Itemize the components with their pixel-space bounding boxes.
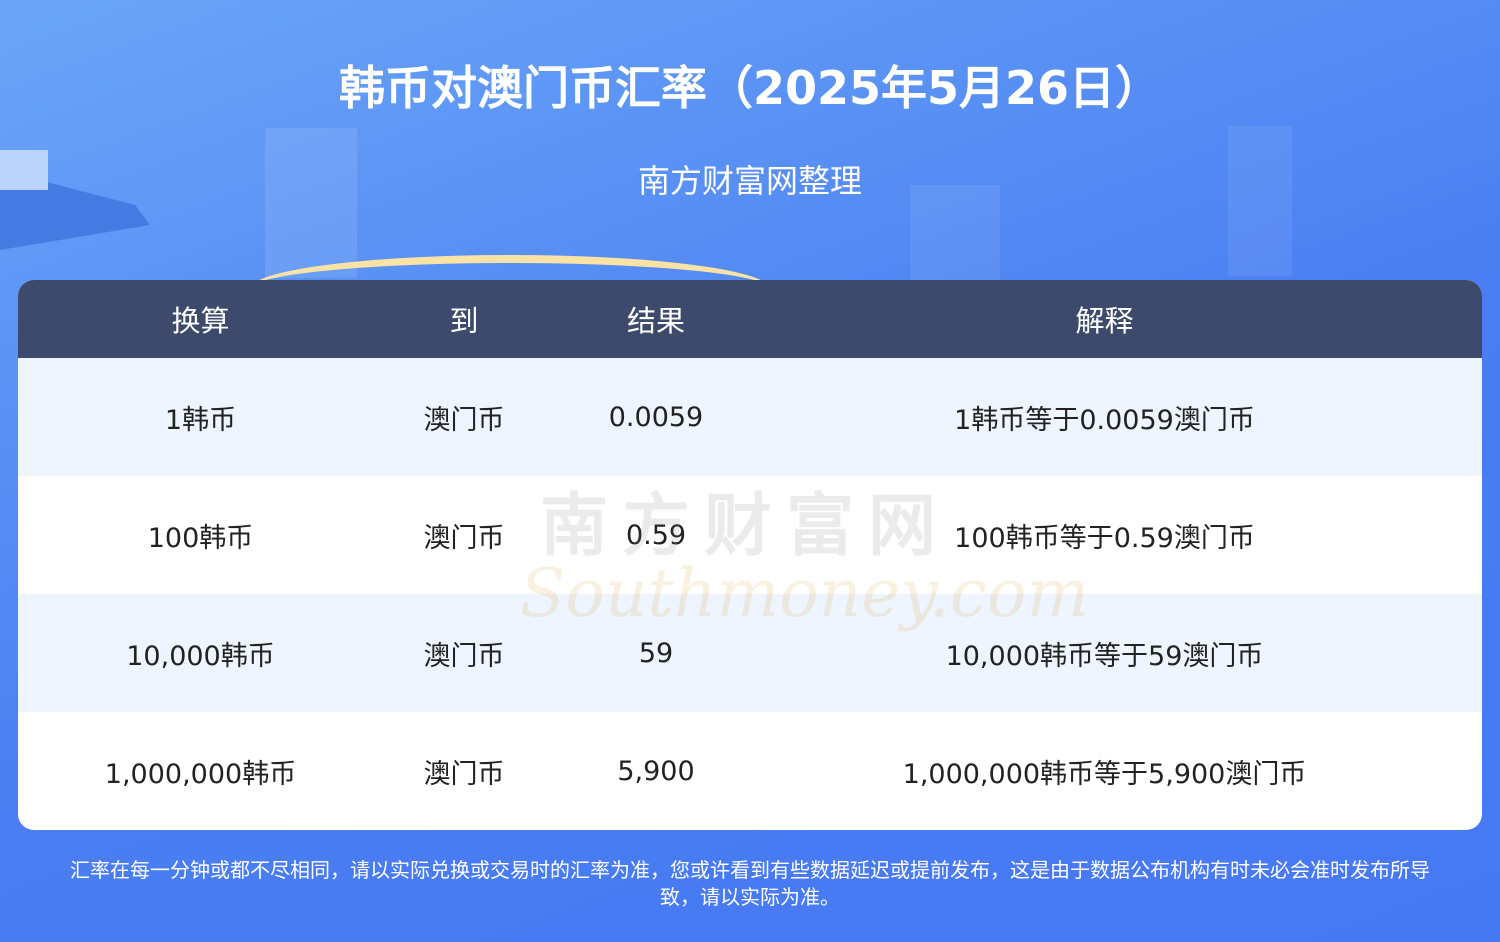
cell-explanation: 10,000韩币等于59澳门币 <box>945 640 1264 672</box>
cell-target: 澳门币 <box>423 758 505 790</box>
disclaimer-line: 汇率在每一分钟或都不尽相同，请以实际兑换或交易时的汇率为准，您或许看到有些数据延… <box>70 858 1430 882</box>
table-row: 100韩币 澳门币 0.59 100韩币等于0.59澳门币 <box>18 476 1482 594</box>
decor-arc <box>250 255 770 323</box>
table-row: 10,000韩币 澳门币 59 10,000韩币等于59澳门币 <box>18 594 1482 712</box>
column-header: 到 <box>449 304 479 338</box>
disclaimer-line: 致，请以实际为准。 <box>660 885 840 909</box>
column-header: 解释 <box>1075 304 1134 338</box>
decor-panel <box>265 128 357 278</box>
disclaimer: 汇率在每一分钟或都不尽相同，请以实际兑换或交易时的汇率为准，您或许看到有些数据延… <box>0 857 1500 911</box>
cell-amount: 1韩币 <box>164 404 237 436</box>
cell-result: 5,900 <box>617 755 695 787</box>
cell-target: 澳门币 <box>423 404 505 436</box>
cell-explanation: 100韩币等于0.59澳门币 <box>954 522 1255 554</box>
cell-result: 0.0059 <box>608 401 704 433</box>
page-title: 韩币对澳门币汇率（2025年5月26日） <box>338 61 1162 115</box>
cell-explanation: 1,000,000韩币等于5,900澳门币 <box>902 758 1307 790</box>
exchange-table: 换算 到 结果 解释 1韩币 澳门币 0.0059 1韩币等于0.0059澳门币… <box>18 280 1482 830</box>
cell-explanation: 1韩币等于0.0059澳门币 <box>954 404 1255 436</box>
cell-target: 澳门币 <box>423 522 505 554</box>
cell-amount: 100韩币 <box>147 522 254 554</box>
table-header: 换算 到 结果 解释 <box>18 280 1482 358</box>
column-header: 结果 <box>626 304 685 338</box>
decor-block <box>0 150 48 190</box>
decor-panel <box>910 185 1000 280</box>
cell-amount: 1,000,000韩币 <box>104 758 297 790</box>
table-row: 1韩币 澳门币 0.0059 1韩币等于0.0059澳门币 <box>18 358 1482 476</box>
page-subtitle: 南方财富网整理 <box>637 162 862 200</box>
decor-panel <box>1228 126 1292 276</box>
cell-result: 59 <box>638 637 674 669</box>
table-row: 1,000,000韩币 澳门币 5,900 1,000,000韩币等于5,900… <box>18 712 1482 830</box>
cell-target: 澳门币 <box>423 640 505 672</box>
column-header: 换算 <box>171 304 230 338</box>
cell-amount: 10,000韩币 <box>126 640 275 672</box>
cell-result: 0.59 <box>625 519 687 551</box>
